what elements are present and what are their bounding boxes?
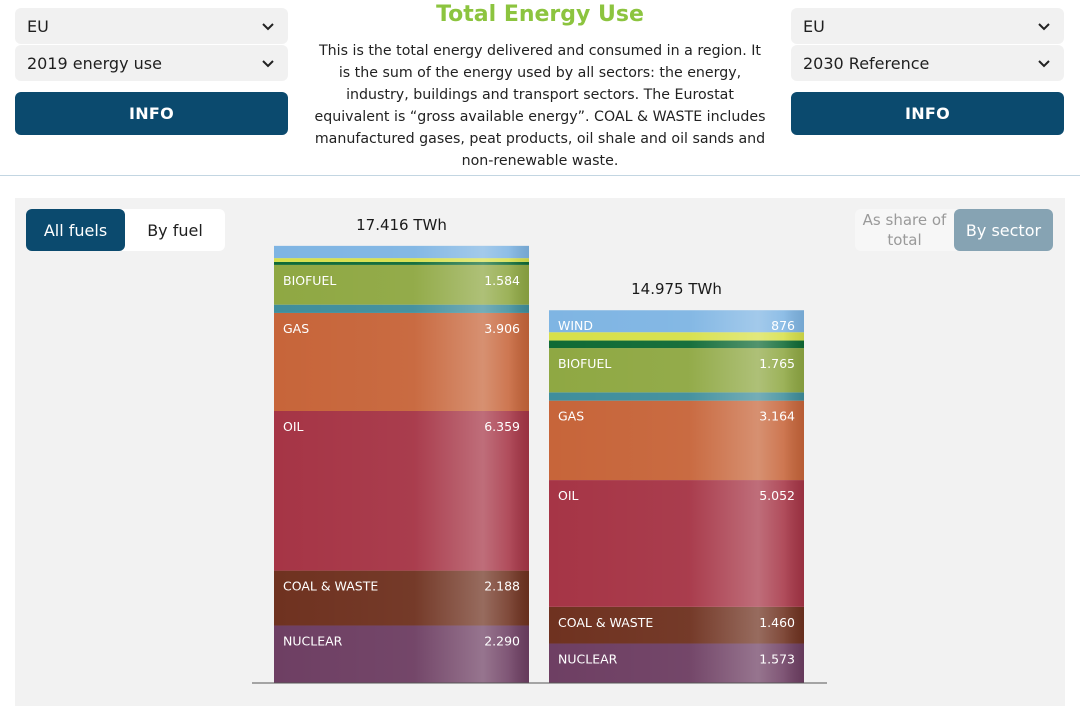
segment-value-oil-0: 6.359 xyxy=(484,419,520,434)
segment-label-oil-0: OIL xyxy=(283,419,304,434)
segment-value-oil-1: 5.052 xyxy=(759,488,795,503)
bar-total-label-0: 17.416 TWh xyxy=(356,216,447,234)
chevron-down-icon xyxy=(260,55,276,71)
segment-label-gas-1: GAS xyxy=(558,409,584,424)
segment-value-wind-1: 876 xyxy=(771,318,795,333)
segment-value-nuclear-0: 2.290 xyxy=(484,634,520,649)
right-scenario-value: 2030 Reference xyxy=(803,53,930,73)
segment-label-oil-1: OIL xyxy=(558,488,579,503)
bar-segment-band-4-0[interactable] xyxy=(274,304,529,313)
right-region-select[interactable]: EU xyxy=(791,8,1064,44)
share-of-total-button[interactable]: As share of total xyxy=(862,211,947,249)
bar-segment-oil-0[interactable] xyxy=(274,410,529,571)
header-divider xyxy=(0,175,1080,176)
segment-value-biofuel-1: 1.765 xyxy=(759,356,795,371)
bar-segment-band-4-1[interactable] xyxy=(549,392,804,401)
segment-value-nuclear-1: 1.573 xyxy=(759,652,795,667)
segment-label-biofuel-0: BIOFUEL xyxy=(283,273,336,288)
segment-label-nuclear-0: NUCLEAR xyxy=(283,634,343,649)
segment-label-gas-0: GAS xyxy=(283,321,309,336)
segment-value-coal-waste-0: 2.188 xyxy=(484,579,520,594)
chevron-down-icon xyxy=(1036,55,1052,71)
fuel-view-toggle: All fuels By fuel xyxy=(26,209,225,251)
segment-value-gas-1: 3.164 xyxy=(759,409,795,424)
left-scenario-value: 2019 energy use xyxy=(27,53,162,73)
segment-label-coal-waste-0: COAL & WASTE xyxy=(283,579,378,594)
bar-segment-band-7-1[interactable] xyxy=(549,332,804,341)
right-info-button[interactable]: INFO xyxy=(791,92,1064,135)
segment-label-biofuel-1: BIOFUEL xyxy=(558,356,611,371)
segment-label-wind-1: WIND xyxy=(558,318,593,333)
mode-toggle: As share of total By sector xyxy=(855,209,1053,251)
segment-label-nuclear-1: NUCLEAR xyxy=(558,652,618,667)
bar-segment-wind-0[interactable] xyxy=(274,245,529,259)
segment-value-biofuel-0: 1.584 xyxy=(484,273,520,288)
left-scenario-select[interactable]: 2019 energy use xyxy=(15,45,288,81)
page-title: Total Energy Use xyxy=(436,2,644,27)
bar-segment-band-6-0[interactable] xyxy=(274,261,529,265)
segment-value-gas-0: 3.906 xyxy=(484,321,520,336)
left-region-select[interactable]: EU xyxy=(15,8,288,44)
bar-segment-band-7-0[interactable] xyxy=(274,258,529,262)
page-description: This is the total energy delivered and c… xyxy=(314,43,766,169)
chevron-down-icon xyxy=(260,18,276,34)
left-region-value: EU xyxy=(27,16,49,36)
chevron-down-icon xyxy=(1036,18,1052,34)
bar-total-label-1: 14.975 TWh xyxy=(631,280,722,298)
segment-value-coal-waste-1: 1.460 xyxy=(759,615,795,630)
left-info-button[interactable]: INFO xyxy=(15,92,288,135)
chart-panel xyxy=(15,198,1065,706)
bar-segment-band-6-1[interactable] xyxy=(549,340,804,349)
by-sector-button[interactable]: By sector xyxy=(954,209,1053,251)
by-fuel-button[interactable]: By fuel xyxy=(147,220,203,240)
segment-label-coal-waste-1: COAL & WASTE xyxy=(558,615,653,630)
right-scenario-select[interactable]: 2030 Reference xyxy=(791,45,1064,81)
all-fuels-button[interactable]: All fuels xyxy=(26,209,125,251)
right-region-value: EU xyxy=(803,16,825,36)
